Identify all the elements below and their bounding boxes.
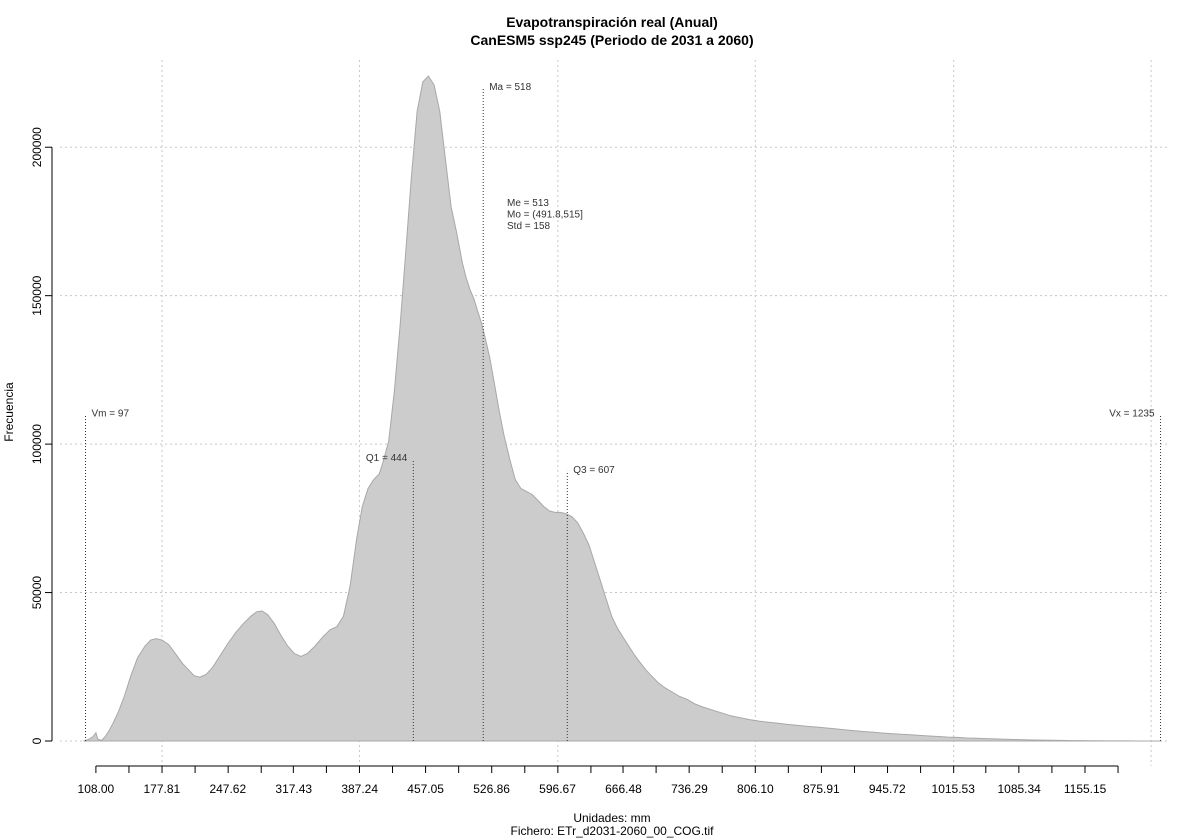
x-axis-label: Unidades: mm <box>573 811 650 825</box>
y-tick-label: 50000 <box>30 576 44 610</box>
file-caption: Fichero: ETr_d2031-2060_00_COG.tif <box>511 824 715 838</box>
y-axis-label: Frecuencia <box>2 382 16 442</box>
chart-title: Evapotranspiración real (Anual) <box>506 14 718 30</box>
x-tick-label: 596.67 <box>539 782 576 796</box>
x-tick-label: 875.91 <box>803 782 840 796</box>
marker-label-q3: Q3 = 607 <box>573 465 615 476</box>
density-area-path <box>83 75 1161 742</box>
y-tick-label: 150000 <box>30 275 44 315</box>
marker-label-vx: Vx = 1235 <box>1109 408 1155 419</box>
chart-subtitle: CanESM5 ssp245 (Periodo de 2031 a 2060) <box>470 32 753 48</box>
stat-line: Std = 158 <box>507 221 551 232</box>
x-tick-label: 945.72 <box>869 782 906 796</box>
x-tick-label: 526.86 <box>473 782 510 796</box>
marker-label-ma: Ma = 518 <box>489 82 531 93</box>
marker-label-q1: Q1 = 444 <box>366 453 408 464</box>
x-tick-label: 1085.34 <box>997 782 1041 796</box>
x-tick-label: 806.10 <box>737 782 774 796</box>
x-tick-label: 1155.15 <box>1064 782 1107 796</box>
x-tick-label: 108.00 <box>78 782 115 796</box>
x-tick-label: 666.48 <box>605 782 642 796</box>
stat-line: Mo = (491.8,515] <box>507 210 583 221</box>
x-tick-label: 1015.53 <box>932 782 976 796</box>
axes: 0 50000 100000 150000 200000 108.00 177.81 247.… <box>30 127 1119 796</box>
y-tick-label: 0 <box>30 737 44 744</box>
x-tick-label: 247.62 <box>209 782 246 796</box>
x-tick-label: 317.43 <box>275 782 312 796</box>
x-tick-label: 736.29 <box>671 782 708 796</box>
density-area <box>83 75 1161 742</box>
x-tick-label: 177.81 <box>143 782 180 796</box>
stat-line: Me = 513 <box>507 198 549 209</box>
x-tick-label: 457.05 <box>407 782 444 796</box>
y-tick-label: 100000 <box>30 424 44 464</box>
y-tick-label: 200000 <box>30 127 44 167</box>
stat-markers: Vm = 97 Q1 = 444 Ma = 518 Q3 = 607 Vx = 1235 <box>85 82 1162 741</box>
marker-label-vm: Vm = 97 <box>92 408 130 419</box>
x-tick-label: 387.24 <box>341 782 378 796</box>
